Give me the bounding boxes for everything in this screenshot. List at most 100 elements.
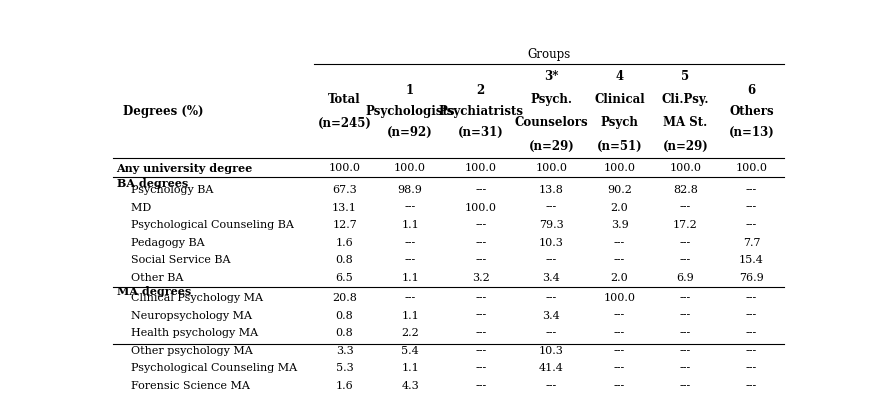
Text: 3.4: 3.4	[542, 273, 560, 283]
Text: ---: ---	[546, 202, 557, 213]
Text: Groups: Groups	[527, 48, 571, 61]
Text: 0.8: 0.8	[335, 328, 354, 338]
Text: (n=13): (n=13)	[729, 126, 774, 139]
Text: ---: ---	[680, 238, 691, 248]
Text: Other psychology MA: Other psychology MA	[116, 346, 252, 356]
Text: Psychiatrists: Psychiatrists	[438, 105, 523, 118]
Text: 2.0: 2.0	[611, 202, 629, 213]
Text: 67.3: 67.3	[332, 185, 357, 195]
Text: ---: ---	[680, 202, 691, 213]
Text: ---: ---	[614, 255, 625, 265]
Text: ---: ---	[404, 202, 416, 213]
Text: ---: ---	[614, 381, 625, 391]
Text: 1.1: 1.1	[402, 273, 419, 283]
Text: ---: ---	[475, 293, 486, 303]
Text: ---: ---	[746, 220, 757, 230]
Text: ---: ---	[404, 255, 416, 265]
Text: Other BA: Other BA	[116, 273, 183, 283]
Text: ---: ---	[404, 238, 416, 248]
Text: Cli.Psy.: Cli.Psy.	[662, 94, 709, 107]
Text: (n=29): (n=29)	[663, 140, 708, 153]
Text: 12.7: 12.7	[332, 220, 357, 230]
Text: 3.4: 3.4	[542, 310, 560, 321]
Text: 6: 6	[747, 84, 755, 97]
Text: 41.4: 41.4	[539, 363, 564, 373]
Text: ---: ---	[475, 220, 486, 230]
Text: Forensic Science MA: Forensic Science MA	[116, 381, 250, 391]
Text: 76.9: 76.9	[739, 273, 764, 283]
Text: 15.4: 15.4	[739, 255, 764, 265]
Text: ---: ---	[746, 310, 757, 321]
Text: Neuropsychology MA: Neuropsychology MA	[116, 310, 251, 321]
Text: ---: ---	[746, 293, 757, 303]
Text: 3.3: 3.3	[335, 346, 354, 356]
Text: ---: ---	[475, 328, 486, 338]
Text: 6.9: 6.9	[677, 273, 694, 283]
Text: Pedagogy BA: Pedagogy BA	[116, 238, 204, 248]
Text: 4.3: 4.3	[402, 381, 419, 391]
Text: ---: ---	[680, 255, 691, 265]
Text: 2.0: 2.0	[611, 273, 629, 283]
Text: 100.0: 100.0	[464, 202, 497, 213]
Text: ---: ---	[680, 328, 691, 338]
Text: MA degrees: MA degrees	[116, 286, 191, 298]
Text: 13.8: 13.8	[539, 185, 564, 195]
Text: Psychological Counseling BA: Psychological Counseling BA	[116, 220, 293, 230]
Text: 90.2: 90.2	[607, 185, 632, 195]
Text: 3.2: 3.2	[471, 273, 490, 283]
Text: 2.2: 2.2	[402, 328, 419, 338]
Text: 3*: 3*	[544, 70, 559, 83]
Text: 17.2: 17.2	[673, 220, 698, 230]
Text: ---: ---	[546, 255, 557, 265]
Text: Psych: Psych	[601, 116, 638, 129]
Text: 10.3: 10.3	[539, 346, 564, 356]
Text: 1.1: 1.1	[402, 220, 419, 230]
Text: 1.6: 1.6	[335, 238, 354, 248]
Text: 100.0: 100.0	[328, 163, 361, 173]
Text: ---: ---	[746, 346, 757, 356]
Text: 100.0: 100.0	[394, 163, 426, 173]
Text: ---: ---	[680, 363, 691, 373]
Text: ---: ---	[746, 363, 757, 373]
Text: ---: ---	[680, 293, 691, 303]
Text: (n=29): (n=29)	[528, 140, 574, 153]
Text: ---: ---	[680, 381, 691, 391]
Text: 0.8: 0.8	[335, 310, 354, 321]
Text: ---: ---	[614, 328, 625, 338]
Text: 20.8: 20.8	[332, 293, 357, 303]
Text: Social Service BA: Social Service BA	[116, 255, 230, 265]
Text: BA degrees: BA degrees	[116, 178, 188, 189]
Text: Clinical Psychology MA: Clinical Psychology MA	[116, 293, 263, 303]
Text: Psychologists: Psychologists	[365, 105, 455, 118]
Text: ---: ---	[680, 346, 691, 356]
Text: 98.9: 98.9	[398, 185, 423, 195]
Text: ---: ---	[746, 202, 757, 213]
Text: ---: ---	[614, 363, 625, 373]
Text: ---: ---	[614, 346, 625, 356]
Text: (n=92): (n=92)	[388, 126, 433, 139]
Text: Psychological Counseling MA: Psychological Counseling MA	[116, 363, 297, 373]
Text: 5.3: 5.3	[335, 363, 354, 373]
Text: ---: ---	[546, 328, 557, 338]
Text: Psych.: Psych.	[530, 94, 573, 107]
Text: ---: ---	[546, 381, 557, 391]
Text: 100.0: 100.0	[603, 163, 636, 173]
Text: (n=51): (n=51)	[597, 140, 643, 153]
Text: ---: ---	[475, 381, 486, 391]
Text: 1: 1	[406, 84, 414, 97]
Text: Counselors: Counselors	[514, 116, 588, 129]
Text: 100.0: 100.0	[535, 163, 567, 173]
Text: Total: Total	[328, 93, 361, 106]
Text: ---: ---	[475, 238, 486, 248]
Text: 7.7: 7.7	[743, 238, 760, 248]
Text: ---: ---	[475, 310, 486, 321]
Text: ---: ---	[746, 381, 757, 391]
Text: 1.6: 1.6	[335, 381, 354, 391]
Text: 100.0: 100.0	[670, 163, 702, 173]
Text: ---: ---	[546, 293, 557, 303]
Text: 1.1: 1.1	[402, 310, 419, 321]
Text: 0.8: 0.8	[335, 255, 354, 265]
Text: (n=31): (n=31)	[457, 126, 504, 139]
Text: ---: ---	[614, 238, 625, 248]
Text: 79.3: 79.3	[539, 220, 564, 230]
